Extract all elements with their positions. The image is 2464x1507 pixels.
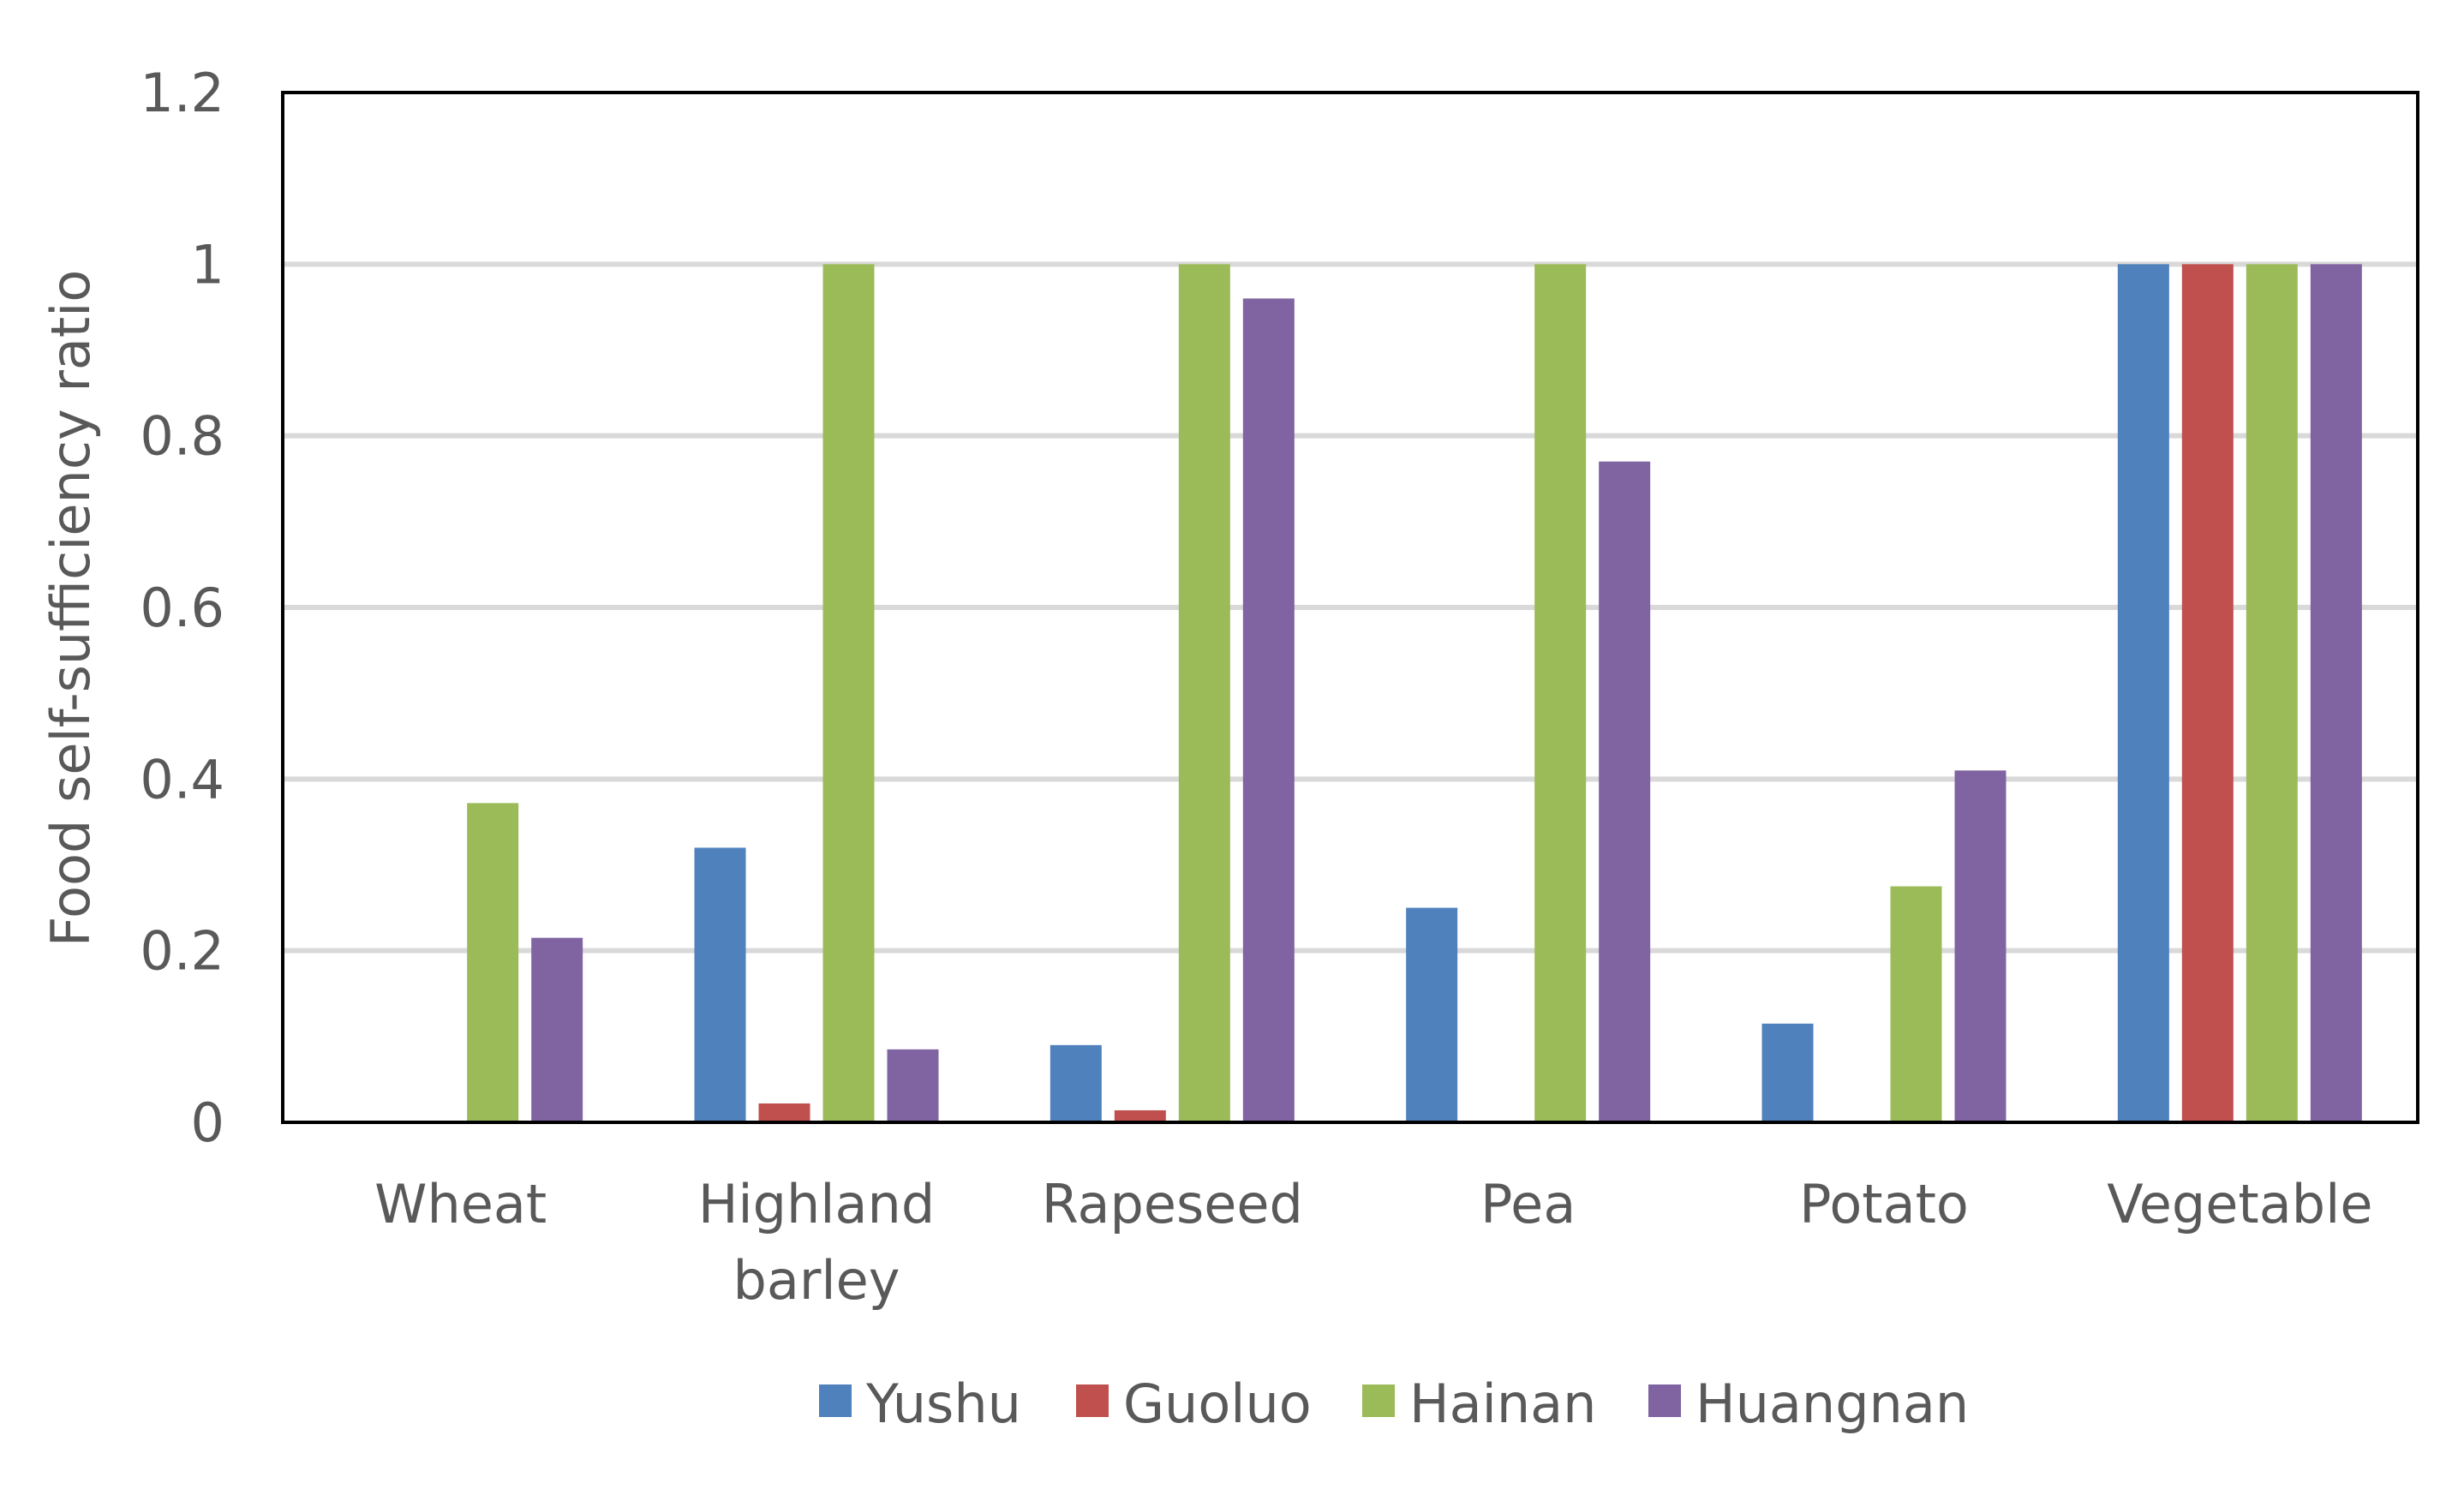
- legend-label-yushu: Yushu: [865, 1372, 1021, 1435]
- bar-hainan-5: [2246, 264, 2298, 1122]
- bar-huangnan-1: [887, 1049, 939, 1122]
- bar-yushu-1: [694, 847, 746, 1122]
- bar-hainan-2: [1178, 264, 1230, 1122]
- bar-yushu-4: [1761, 1023, 1814, 1122]
- bar-guoluo-2: [1114, 1109, 1166, 1122]
- legend-swatch-huangnan: [1648, 1384, 1681, 1417]
- bar-huangnan-5: [2310, 264, 2362, 1122]
- y-tick-label: 0.2: [140, 920, 224, 983]
- y-axis-title: Food self-sufficiency ratio: [39, 270, 102, 948]
- bar-huangnan-3: [1599, 461, 1651, 1122]
- x-category-label: Rapeseed: [1042, 1173, 1303, 1235]
- bar-hainan-1: [822, 264, 875, 1122]
- bar-guoluo-5: [2181, 264, 2234, 1122]
- legend-label-hainan: Hainan: [1409, 1372, 1596, 1435]
- y-tick-label: 0.8: [140, 405, 224, 468]
- gridlines: [283, 261, 2418, 954]
- y-tick-label: 0: [191, 1091, 224, 1154]
- x-category-label: Pea: [1480, 1173, 1576, 1235]
- bar-hainan-0: [467, 803, 519, 1122]
- bar-guoluo-1: [758, 1103, 810, 1122]
- legend-label-huangnan: Huangnan: [1695, 1372, 1969, 1435]
- x-category-label: Wheat: [374, 1173, 547, 1235]
- x-axis-categories: Wheat Highland barley Rapeseed Pea Potato Vege…: [374, 1173, 2372, 1312]
- legend-swatch-guoluo: [1076, 1384, 1109, 1417]
- x-category-label: Highland: [698, 1173, 935, 1235]
- x-category-label: barley: [733, 1249, 900, 1312]
- bar-hainan-4: [1890, 886, 1942, 1122]
- bar-yushu-3: [1406, 907, 1458, 1122]
- bar-yushu-5: [2117, 264, 2169, 1122]
- x-category-label: Vegetable: [2107, 1173, 2372, 1235]
- legend: Yushu Guoluo Hainan Huangnan: [819, 1372, 1969, 1435]
- legend-label-guoluo: Guoluo: [1123, 1372, 1312, 1435]
- legend-swatch-hainan: [1362, 1384, 1395, 1417]
- y-tick-label: 1: [191, 233, 224, 296]
- plot-area-frame: [281, 91, 2419, 1124]
- bar-yushu-2: [1050, 1044, 1102, 1122]
- bars: [467, 264, 2362, 1122]
- y-tick-label: 0.4: [140, 748, 224, 810]
- bar-huangnan-0: [531, 937, 583, 1122]
- legend-swatch-yushu: [819, 1384, 852, 1417]
- y-axis-ticks: 0 0.2 0.4 0.6 0.8 1 1.2: [140, 62, 224, 1154]
- y-tick-label: 0.6: [140, 577, 224, 639]
- bar-hainan-3: [1534, 264, 1587, 1122]
- bar-huangnan-4: [1954, 770, 2006, 1122]
- bar-huangnan-2: [1242, 298, 1295, 1122]
- x-category-label: Potato: [1799, 1173, 1969, 1235]
- y-tick-label: 1.2: [140, 62, 224, 124]
